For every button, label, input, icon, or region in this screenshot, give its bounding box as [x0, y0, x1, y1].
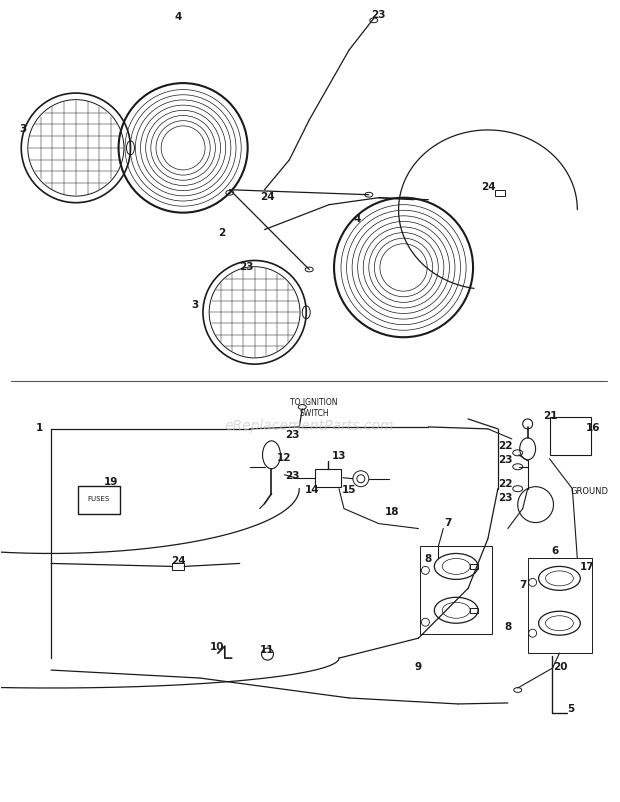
Bar: [495, 191, 505, 196]
Bar: [172, 563, 184, 570]
Text: 14: 14: [305, 484, 319, 494]
Text: 23: 23: [498, 492, 513, 502]
Text: 9: 9: [415, 662, 422, 671]
Text: 24: 24: [260, 192, 275, 201]
Text: 6: 6: [552, 546, 559, 556]
Text: 4: 4: [174, 12, 182, 22]
Bar: [470, 608, 478, 613]
Text: 1: 1: [35, 423, 43, 432]
Text: 4: 4: [353, 213, 361, 223]
Bar: [78, 486, 120, 514]
Text: eReplacementParts.com: eReplacementParts.com: [224, 418, 394, 432]
Text: 16: 16: [586, 423, 600, 432]
Text: 11: 11: [260, 644, 275, 654]
Text: 10: 10: [210, 642, 224, 651]
Text: 22: 22: [498, 478, 513, 488]
Text: TO IGNITION
SWITCH: TO IGNITION SWITCH: [290, 398, 338, 417]
Text: 13: 13: [332, 450, 346, 460]
Text: 7: 7: [519, 580, 526, 589]
Bar: [470, 565, 478, 569]
Text: 15: 15: [342, 484, 356, 494]
Text: FUSES: FUSES: [87, 495, 110, 501]
Text: 17: 17: [580, 561, 595, 572]
Bar: [549, 417, 591, 456]
Text: 21: 21: [543, 411, 558, 420]
Text: 8: 8: [504, 622, 511, 631]
Text: 24: 24: [171, 556, 185, 565]
Text: 18: 18: [384, 506, 399, 516]
Text: 2: 2: [218, 227, 226, 237]
Text: 12: 12: [277, 452, 291, 462]
Text: 3: 3: [20, 124, 27, 134]
Text: 23: 23: [285, 470, 299, 480]
Text: 23: 23: [285, 429, 299, 439]
Text: 23: 23: [239, 262, 254, 272]
Bar: [315, 469, 341, 487]
Text: GROUND: GROUND: [570, 487, 608, 496]
Text: 24: 24: [480, 181, 495, 192]
Text: 3: 3: [192, 300, 198, 310]
Bar: [420, 547, 492, 634]
Text: 7: 7: [445, 517, 452, 527]
Bar: [528, 559, 592, 654]
Text: 23: 23: [498, 454, 513, 464]
Text: 8: 8: [425, 553, 432, 564]
Text: 19: 19: [104, 476, 118, 486]
Text: 5: 5: [567, 703, 574, 713]
Text: 23: 23: [371, 10, 386, 20]
Text: 22: 22: [498, 440, 513, 450]
Text: 20: 20: [553, 662, 568, 671]
